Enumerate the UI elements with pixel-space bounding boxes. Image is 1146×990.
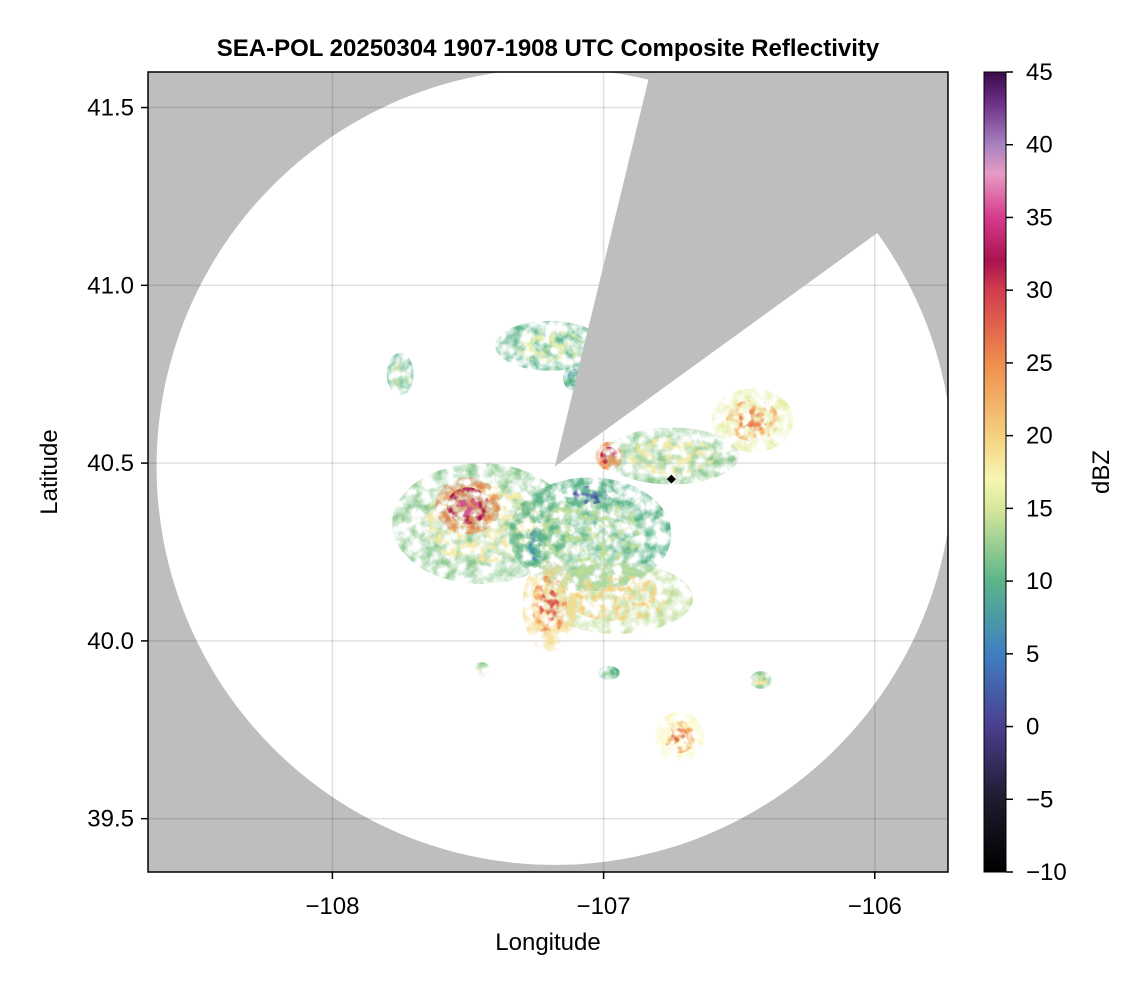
colorbar-tick-label: 35 — [1026, 204, 1053, 231]
echo-region-core — [514, 329, 585, 362]
y-tick-label: 41.5 — [87, 95, 134, 122]
colorbar: −10 −5 0 5 10 15 20 25 30 35 40 45 dBZ — [983, 59, 1115, 886]
colorbar-ticks: −10 −5 0 5 10 15 20 25 30 35 40 45 — [1006, 59, 1067, 886]
echo-region-peak — [539, 589, 559, 622]
colorbar-gradient — [984, 72, 1006, 872]
chart-title: SEA-POL 20250304 1907-1908 UTC Composite… — [217, 35, 880, 62]
site-marker-diamond — [666, 474, 676, 484]
x-tick-label: −107 — [577, 893, 631, 920]
colorbar-tick-label: 30 — [1026, 277, 1053, 304]
echo-region-core — [572, 485, 608, 505]
y-tick-label: 41.0 — [87, 272, 134, 299]
echo-region-peak — [456, 495, 480, 516]
colorbar-tick-label: 20 — [1026, 423, 1053, 450]
colorbar-tick-label: 15 — [1026, 495, 1053, 522]
echo-region-core — [391, 360, 410, 389]
echo-region-core — [537, 497, 643, 572]
echo-region-core — [476, 664, 487, 674]
colorbar-tick-label: 5 — [1026, 641, 1039, 668]
colorbar-tick-label: 10 — [1026, 568, 1053, 595]
echo-region-core — [753, 674, 768, 686]
x-axis-label: Longitude — [495, 929, 600, 956]
echo-region-core — [528, 528, 543, 562]
colorbar-tick-label: 0 — [1026, 714, 1039, 741]
blocked-sector — [554, 72, 948, 467]
echo-region-core — [601, 668, 617, 678]
colorbar-tick-label: 40 — [1026, 132, 1053, 159]
y-tick-label: 39.5 — [87, 806, 134, 833]
plot-frame — [147, 71, 949, 873]
echo-region-peak — [670, 728, 689, 746]
x-tick-label: −106 — [848, 893, 902, 920]
x-tick-label: −108 — [305, 893, 359, 920]
echo-region-core — [627, 437, 716, 475]
y-axis-label: Latitude — [36, 429, 63, 514]
x-axis-ticks: −108 −107 −106 — [305, 872, 902, 920]
colorbar-tick-label: 25 — [1026, 350, 1053, 377]
colorbar-tick-label: 45 — [1026, 59, 1053, 86]
echo-region-peak — [738, 409, 767, 432]
y-tick-label: 40.5 — [87, 450, 134, 477]
y-axis-ticks: 39.5 40.0 40.5 41.0 41.5 — [87, 95, 148, 833]
reflectivity-echoes — [386, 320, 794, 762]
colorbar-tick-label: −10 — [1026, 859, 1067, 886]
echo-region-core — [567, 575, 667, 622]
plot-area — [148, 72, 948, 872]
echo-region-peak — [604, 451, 614, 461]
colorbar-tick-label: −5 — [1026, 786, 1053, 813]
colorbar-label: dBZ — [1088, 450, 1115, 494]
y-tick-label: 40.0 — [87, 628, 134, 655]
colorbar-frame — [983, 71, 1007, 873]
